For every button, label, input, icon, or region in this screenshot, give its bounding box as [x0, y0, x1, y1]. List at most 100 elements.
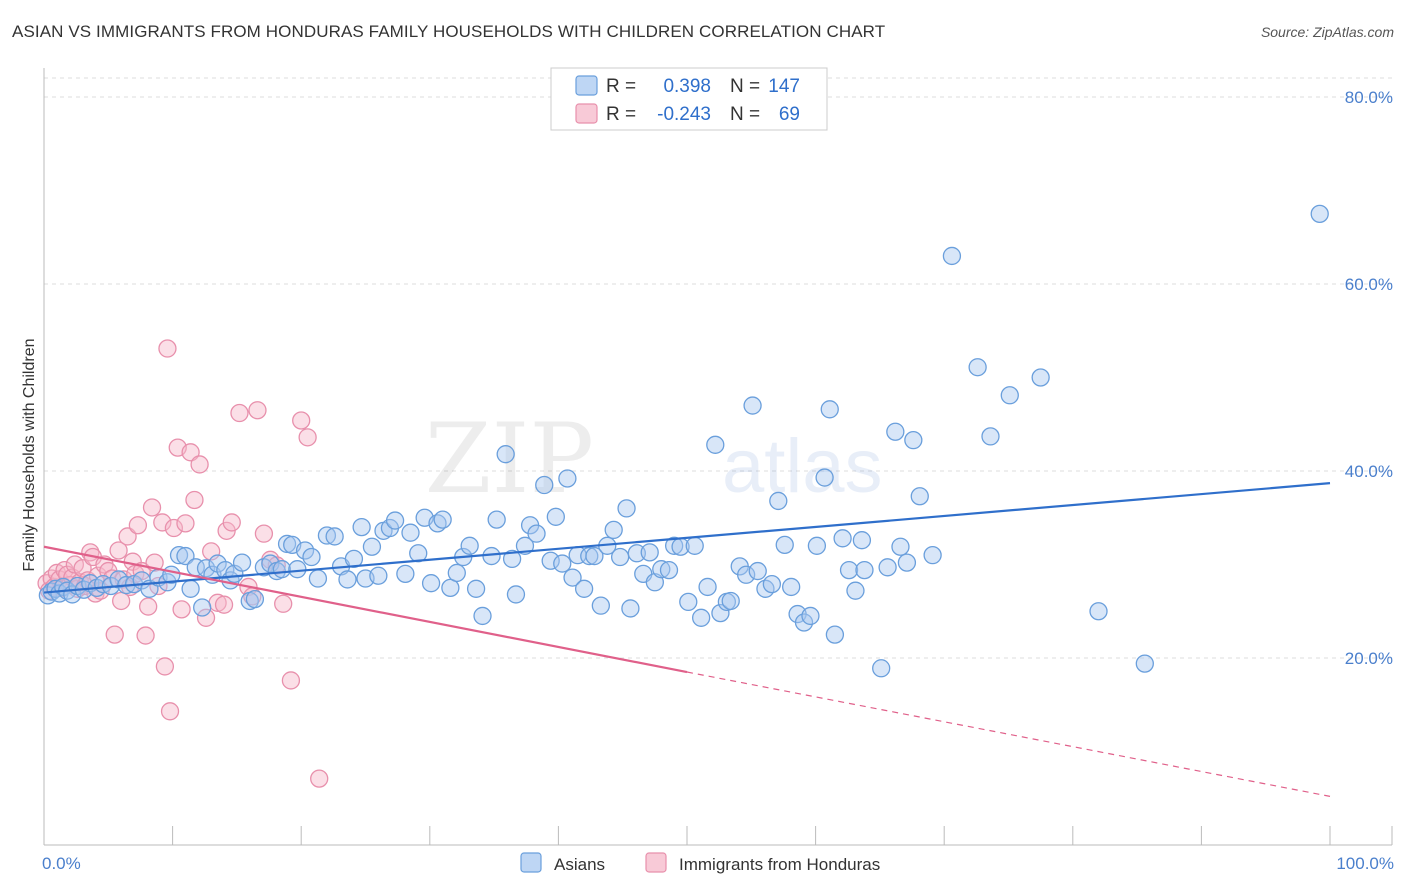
asian-point [886, 422, 905, 441]
asian-point [737, 565, 756, 584]
asian-point [541, 551, 560, 570]
asian-point [362, 537, 382, 556]
honduras-point [142, 498, 162, 517]
honduras-point [222, 513, 241, 532]
asian-point [891, 537, 910, 556]
honduras-trend-extension [686, 671, 1331, 797]
honduras-point [158, 339, 177, 358]
asian-point [245, 589, 265, 609]
honduras-point [254, 524, 274, 543]
asian-point [762, 574, 782, 594]
asian-point [302, 547, 321, 567]
asian-point [910, 487, 929, 506]
asian-point [496, 445, 515, 464]
asian-point [585, 546, 604, 566]
honduras-point [109, 541, 128, 560]
asian-point [782, 577, 801, 597]
asian-point [833, 529, 852, 548]
asian-point [698, 577, 717, 597]
honduras-point [248, 401, 267, 420]
watermark-zip: ZIP [425, 403, 594, 515]
asian-point [591, 596, 610, 615]
legend-n-value-honduras: 69 [779, 104, 800, 125]
bottom-legend-label-honduras: Immigrants from Honduras [679, 855, 880, 874]
honduras-point [214, 595, 234, 614]
asian-point [801, 606, 820, 626]
asian-point [308, 569, 328, 588]
asian-point [640, 543, 659, 562]
axes [43, 68, 1393, 846]
series-legend: Asians Immigrants from Honduras [520, 852, 880, 874]
asian-point [685, 536, 704, 555]
asian-point [574, 579, 594, 598]
asian-point [820, 400, 839, 419]
asian-point [617, 499, 636, 518]
asian-point [923, 546, 942, 565]
asian-point [1310, 204, 1329, 224]
asian-point [506, 585, 526, 604]
asian-point [604, 520, 623, 540]
asian-point [447, 563, 466, 583]
asian-point [664, 536, 684, 555]
asian-point [352, 517, 371, 537]
asian-point [807, 536, 827, 555]
honduras-point [292, 411, 311, 430]
honduras-point [190, 455, 209, 474]
asian-point [652, 560, 671, 579]
legend-swatch-honduras [575, 103, 598, 124]
asian-point [421, 574, 441, 593]
honduras-trend-line [43, 545, 688, 674]
honduras-point [164, 518, 184, 538]
chart-title: ASIAN VS IMMIGRANTS FROM HONDURAS FAMILY… [12, 22, 886, 41]
asian-point [769, 491, 788, 511]
honduras-point [105, 625, 124, 644]
asian-point [852, 531, 872, 550]
legend-n-label: N = [730, 76, 760, 97]
honduras-point [181, 443, 200, 462]
asian-point [553, 554, 572, 573]
asian-point [855, 560, 874, 580]
asian-point [487, 510, 506, 529]
asian-point [721, 591, 740, 611]
asian-point [338, 570, 357, 589]
data-points [37, 204, 1329, 788]
asian-point [627, 544, 646, 563]
asian-point [196, 559, 216, 578]
honduras-point [136, 626, 155, 645]
honduras-point [155, 657, 175, 676]
watermark-atlas: atlas [722, 424, 883, 509]
asian-point [216, 560, 235, 580]
honduras-point [139, 597, 158, 616]
asian-point [872, 659, 891, 678]
legend-r-value-asians: 0.398 [663, 76, 711, 97]
asian-point [288, 560, 307, 579]
asian-point [610, 547, 630, 567]
asian-point [748, 561, 767, 581]
honduras-point [185, 490, 204, 510]
asian-point [473, 606, 492, 626]
asian-point [706, 435, 725, 454]
asian-point [515, 536, 535, 555]
asian-point [846, 581, 865, 600]
x-tick-label: 0.0% [42, 854, 81, 873]
honduras-point [274, 594, 293, 613]
asian-point [558, 469, 577, 488]
y-tick-label: 20.0% [1345, 649, 1393, 668]
legend-swatch-asians [575, 75, 598, 96]
asian-point [942, 246, 962, 266]
asian-point [904, 430, 923, 450]
legend-r-label: R = [606, 76, 636, 97]
bottom-legend-label-asians: Asians [554, 855, 605, 874]
asian-point [181, 579, 200, 598]
legend-r-label: R = [606, 104, 636, 125]
honduras-point [230, 403, 249, 423]
honduras-point [176, 514, 195, 533]
asian-point [546, 507, 565, 526]
asian-point [169, 546, 189, 565]
honduras-point [160, 702, 180, 721]
y-axis-label: Family Households with Children [21, 339, 38, 572]
asian-point [261, 554, 280, 573]
bottom-legend-swatch-honduras [645, 852, 667, 873]
asian-point [535, 475, 554, 495]
correlation-legend: R = 0.398 N = 147 R = -0.243 N = 69 [550, 67, 828, 131]
